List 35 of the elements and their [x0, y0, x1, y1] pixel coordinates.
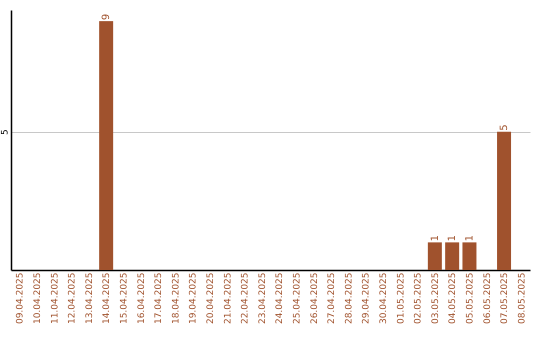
- x-tick-label: 13.04.2025: [84, 272, 95, 324]
- x-tick-label: 19.04.2025: [188, 272, 199, 324]
- x-tick-label: 25.04.2025: [292, 272, 302, 324]
- x-tick-label: 21.04.2025: [223, 272, 234, 324]
- x-tick-label: 09.04.2025: [16, 272, 26, 324]
- data-label: 5: [499, 124, 510, 131]
- x-tick-label: 01.05.2025: [396, 272, 406, 324]
- x-tick-label: 02.05.2025: [414, 272, 424, 324]
- x-tick-label: 14.04.2025: [102, 272, 112, 324]
- data-label: 1: [464, 234, 476, 242]
- x-tick-label: 04.05.2025: [448, 272, 458, 324]
- data-label: 1: [447, 234, 458, 242]
- x-tick-label: 15.04.2025: [119, 272, 130, 324]
- x-tick-label: 28.04.2025: [344, 272, 354, 324]
- x-tick-label: 26.04.2025: [310, 272, 320, 324]
- x-tick-label: 16.04.2025: [136, 272, 147, 324]
- x-tick-label: 11.04.2025: [50, 272, 60, 324]
- x-tick-label: 20.04.2025: [206, 272, 216, 324]
- x-tick-label: 23.04.2025: [258, 272, 268, 324]
- x-tick-label: 07.05.2025: [500, 272, 510, 324]
- x-tick-label: 30.04.2025: [378, 272, 389, 324]
- data-label: 1: [430, 234, 441, 242]
- x-tick-label: 06.05.2025: [482, 272, 493, 324]
- x-tick-label: 03.05.2025: [430, 272, 441, 324]
- x-tick-label: 05.05.2025: [465, 272, 476, 324]
- data-label: 9: [101, 14, 112, 20]
- x-tick-label: 10.04.2025: [32, 272, 43, 324]
- x-tick-label: 18.04.2025: [171, 272, 182, 324]
- x-tick-label: 12.04.2025: [68, 272, 78, 324]
- x-tick-label: 27.04.2025: [327, 272, 338, 324]
- x-tick-label: 29.04.2025: [362, 272, 372, 324]
- x-tick-label: 24.04.2025: [275, 272, 286, 324]
- x-tick-label: 22.04.2025: [240, 272, 251, 324]
- x-tick-label: 17.04.2025: [154, 272, 164, 324]
- x-tick-label: 08.05.2025: [517, 272, 528, 324]
